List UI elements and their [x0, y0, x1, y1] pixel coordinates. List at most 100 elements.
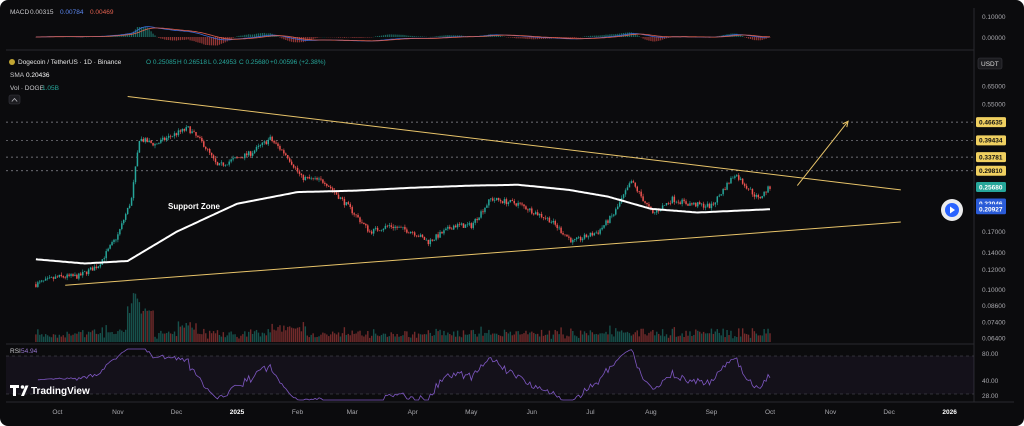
candle-body	[398, 227, 400, 228]
volume-bar	[343, 327, 346, 342]
volume-bar	[72, 334, 74, 342]
macd-histogram-bar	[306, 37, 308, 41]
macd-histogram-bar	[757, 37, 759, 41]
candle-body	[247, 151, 250, 156]
volume-bar	[736, 336, 738, 342]
candle-body	[749, 188, 752, 190]
macd-histogram-bar	[439, 35, 441, 37]
macd-histogram-bar	[751, 37, 754, 40]
volume-bar	[634, 332, 636, 342]
macd-histogram-bar	[759, 37, 761, 41]
macd-histogram-bar	[767, 37, 769, 38]
volume-bar	[203, 328, 205, 342]
candle-body	[52, 277, 55, 279]
play-button[interactable]	[941, 199, 963, 221]
macd-histogram-bar	[537, 37, 539, 40]
volume-bar	[431, 335, 433, 342]
candle-body	[288, 158, 291, 162]
volume-bar	[331, 331, 334, 342]
candle-body	[739, 178, 742, 180]
volume-bar	[685, 330, 687, 342]
volume-bar	[138, 302, 141, 342]
candle-body	[263, 141, 266, 143]
currency-button[interactable]: USDT	[977, 57, 1003, 70]
macd-histogram-bar	[658, 37, 660, 41]
volume-bar	[603, 333, 605, 342]
volume-bar	[162, 333, 164, 342]
volume-bar	[345, 334, 348, 342]
volume-bar	[371, 335, 373, 342]
candle-body	[683, 199, 685, 202]
volume-bar	[740, 336, 742, 342]
symbol-title[interactable]: Dogecoin / TetherUS · 1D · Binance	[18, 59, 122, 66]
candle-body	[165, 137, 168, 141]
candle-body	[767, 186, 769, 193]
macd-histogram-bar	[183, 37, 185, 41]
volume-bar	[37, 329, 39, 342]
volume-bar	[226, 335, 228, 342]
macd-histogram-bar	[363, 37, 365, 38]
candle-body	[179, 130, 182, 132]
candle-body	[150, 140, 152, 143]
candle-body	[505, 199, 508, 205]
candle-body	[64, 277, 66, 279]
macd-histogram-bar	[384, 34, 386, 37]
volume-bar	[462, 330, 465, 342]
volume-bar	[669, 335, 672, 342]
macd-histogram-bar	[216, 37, 219, 46]
candle-body	[119, 229, 121, 235]
candle-body	[103, 258, 105, 260]
candle-body	[78, 273, 80, 279]
volume-bar	[597, 334, 599, 342]
volume-bar	[265, 335, 267, 342]
volume-bar	[626, 331, 629, 342]
volume-bar	[320, 334, 322, 342]
candle-body	[470, 223, 473, 228]
volume-bar	[533, 332, 535, 342]
candle-body	[404, 226, 406, 230]
volume-bar	[765, 333, 767, 342]
macd-histogram-bar	[142, 27, 144, 37]
macd-pane: MACD 0.00315 0.00784 0.00469 0.10000 0.0…	[10, 9, 1006, 46]
volume-bar	[544, 334, 547, 342]
volume-bar	[349, 335, 351, 342]
macd-tick-000: 0.00000	[982, 35, 1006, 42]
candle-body	[380, 230, 383, 231]
candle-body	[126, 207, 129, 215]
macd-histogram-bar	[337, 37, 340, 38]
volume-bar	[757, 335, 759, 342]
macd-histogram-bar	[212, 37, 215, 46]
volume-bar	[447, 332, 449, 342]
volume-bar	[443, 330, 445, 342]
macd-histogram-bar	[265, 33, 267, 37]
candle-body	[62, 276, 64, 278]
volume-bar	[111, 331, 113, 342]
candle-body	[384, 225, 387, 229]
price-tick: 0.06400	[982, 335, 1006, 342]
volume-bar	[464, 334, 467, 342]
macd-histogram-bar	[416, 36, 418, 37]
macd-histogram-bar	[755, 37, 757, 41]
volume-bar	[456, 330, 459, 342]
candle-body	[624, 190, 627, 195]
price-tick: 0.65000	[982, 83, 1006, 90]
macd-histogram-bar	[406, 35, 408, 37]
volume-bar	[656, 331, 658, 342]
volume-bar	[335, 334, 338, 342]
candle-body	[132, 182, 135, 199]
svg-text:0.46635: 0.46635	[979, 119, 1003, 126]
candle-body	[642, 196, 644, 202]
candle-body	[732, 177, 734, 179]
volume-bar	[700, 333, 703, 342]
volume-bar	[478, 333, 480, 342]
volume-bar	[312, 333, 314, 342]
candle-body	[486, 205, 488, 208]
collapse-legend-icon[interactable]	[8, 94, 21, 105]
macd-histogram-bar	[248, 34, 250, 37]
macd-histogram-bar	[197, 37, 199, 43]
macd-histogram-bar	[765, 37, 767, 39]
volume-bar	[337, 332, 340, 342]
candle-body	[310, 177, 312, 179]
volume-bar	[232, 334, 234, 342]
